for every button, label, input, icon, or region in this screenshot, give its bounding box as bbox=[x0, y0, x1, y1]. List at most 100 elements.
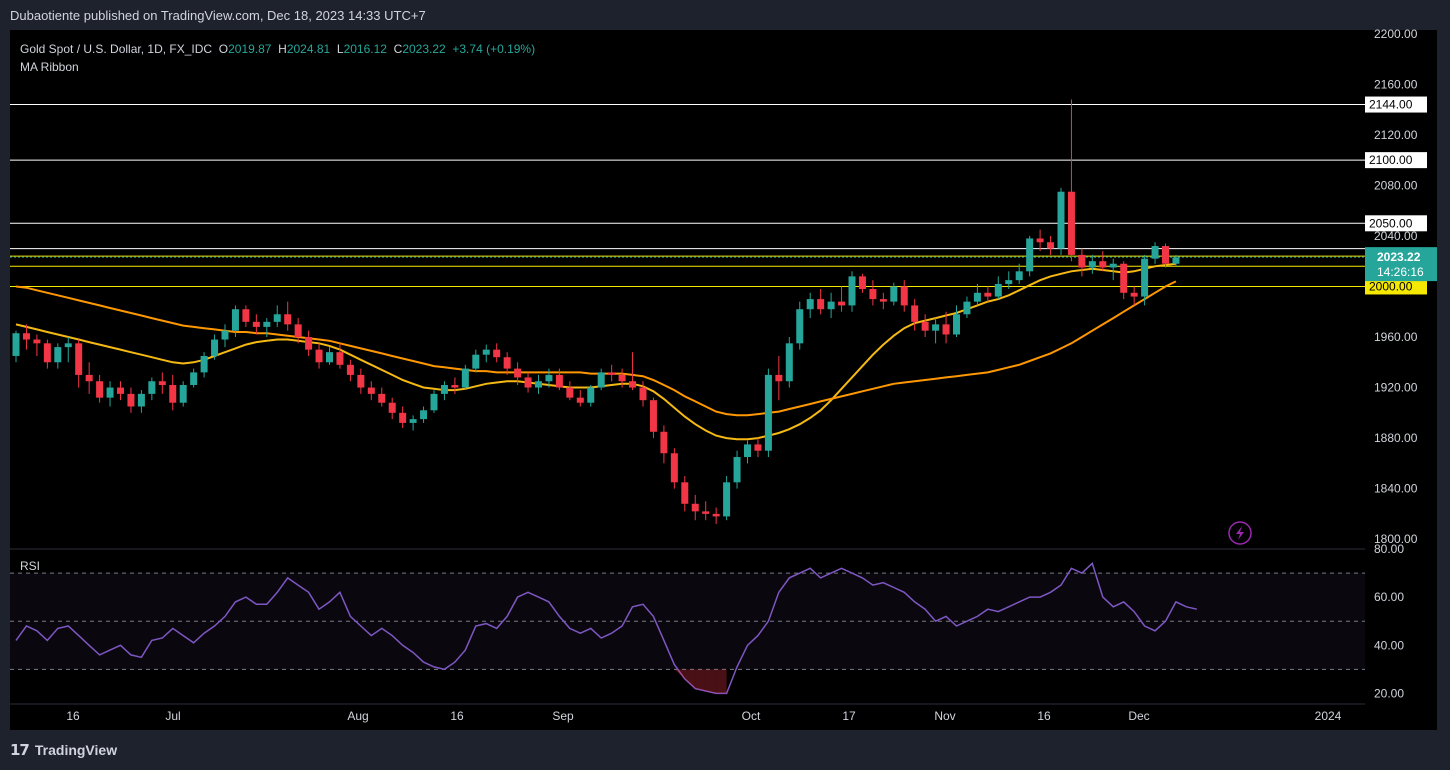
rsi-pane[interactable] bbox=[10, 562, 1365, 695]
candle-body bbox=[555, 374, 563, 388]
symbol-title[interactable]: Gold Spot / U.S. Dollar, 1D, FX_IDC bbox=[20, 42, 213, 56]
candle-body bbox=[420, 410, 428, 420]
candle-body bbox=[827, 301, 835, 310]
candle-body bbox=[1172, 257, 1180, 264]
candle-body bbox=[242, 309, 250, 322]
candle-body bbox=[346, 364, 354, 375]
candle-body bbox=[587, 387, 595, 403]
candle-body bbox=[137, 393, 145, 407]
candle-body bbox=[503, 357, 511, 369]
candle-body bbox=[691, 503, 699, 512]
time-tick-label: 16 bbox=[450, 709, 464, 723]
candle-body bbox=[890, 286, 898, 302]
tradingview-logo-icon: 17 bbox=[10, 741, 30, 759]
candle-body bbox=[733, 457, 741, 483]
candle-body bbox=[869, 289, 877, 300]
candle-body bbox=[744, 444, 751, 458]
time-tick-label: Sep bbox=[552, 709, 574, 723]
candle-body bbox=[921, 321, 929, 331]
candle-body bbox=[336, 352, 344, 365]
rsi-label[interactable]: RSI bbox=[20, 559, 41, 573]
candle-body bbox=[1120, 263, 1128, 293]
candle-body bbox=[1162, 246, 1169, 264]
legend-row-symbol: Gold Spot / U.S. Dollar, 1D, FX_IDC O201… bbox=[20, 40, 535, 58]
candle-body bbox=[681, 482, 689, 504]
indicator-name[interactable]: MA Ribbon bbox=[20, 60, 79, 74]
candle-body bbox=[200, 355, 208, 373]
time-tick-label: Nov bbox=[934, 709, 955, 723]
close-label: C bbox=[393, 42, 403, 56]
change-value: +3.74 (+0.19%) bbox=[452, 42, 536, 56]
price-tick-label: 2080.00 bbox=[1374, 178, 1418, 192]
candle-body bbox=[190, 372, 198, 386]
candle-body bbox=[54, 347, 62, 363]
time-tick-label: Dec bbox=[1128, 709, 1149, 723]
candle-body bbox=[1005, 280, 1013, 284]
candle-body bbox=[388, 402, 396, 413]
candle-body bbox=[1015, 271, 1023, 281]
candle-body bbox=[378, 393, 386, 403]
candle-body bbox=[461, 368, 469, 388]
candle-body bbox=[1109, 263, 1117, 268]
candle-body bbox=[284, 314, 292, 325]
level-label-box bbox=[1365, 278, 1427, 295]
candle-body bbox=[618, 374, 626, 382]
price-tick-label: 2040.00 bbox=[1374, 229, 1418, 243]
price-tick-label: 1880.00 bbox=[1374, 431, 1418, 445]
candle-body bbox=[1057, 191, 1065, 249]
last-price-label: 2023.22 bbox=[1377, 250, 1421, 264]
rsi-oversold-fill bbox=[684, 669, 696, 689]
rsi-tick-label: 80.00 bbox=[1374, 542, 1404, 556]
chart-legend: Gold Spot / U.S. Dollar, 1D, FX_IDC O201… bbox=[20, 40, 535, 76]
publish-bar: Dubaotiente published on TradingView.com… bbox=[0, 0, 1450, 30]
candle-body bbox=[702, 511, 710, 514]
candle-body bbox=[305, 337, 313, 350]
price-tick-label: 1920.00 bbox=[1374, 381, 1418, 395]
candle-body bbox=[566, 387, 574, 398]
candle-body bbox=[106, 387, 114, 398]
footer-bar: 17 TradingView bbox=[0, 730, 1450, 770]
level-label: 2100.00 bbox=[1369, 153, 1413, 167]
candle-body bbox=[712, 513, 720, 517]
candle-body bbox=[231, 309, 239, 331]
candle-body bbox=[326, 352, 333, 363]
candle-body bbox=[649, 400, 657, 432]
lightning-icon[interactable] bbox=[1228, 521, 1252, 545]
candle-body bbox=[472, 354, 480, 369]
candle-body bbox=[263, 321, 271, 327]
rsi-oversold-fill bbox=[695, 669, 706, 691]
price-tick-label: 2120.00 bbox=[1374, 128, 1418, 142]
candle-body bbox=[179, 385, 187, 403]
candle-body bbox=[723, 482, 731, 517]
tradingview-logo[interactable]: 17 TradingView bbox=[10, 741, 117, 759]
candle-body bbox=[1099, 261, 1107, 268]
candle-body bbox=[117, 387, 124, 394]
open-value: 2019.87 bbox=[228, 42, 272, 56]
candle-body bbox=[315, 349, 323, 363]
candle-body bbox=[785, 343, 793, 382]
candle-body bbox=[1026, 238, 1034, 272]
candle-body bbox=[796, 309, 804, 344]
candle-body bbox=[754, 444, 762, 451]
rsi-oversold-fill bbox=[716, 669, 727, 694]
candle-body bbox=[33, 339, 41, 344]
candle-body bbox=[932, 324, 940, 331]
candle-body bbox=[1078, 254, 1086, 268]
price-tick-label: 1840.00 bbox=[1374, 482, 1418, 496]
axes: 2200.00 2160.00 2120.00 2080.00 2040.00 2000.… bbox=[10, 27, 1437, 723]
candle-body bbox=[148, 381, 156, 394]
candle-body bbox=[660, 431, 668, 454]
candle-body bbox=[367, 387, 375, 394]
price-tick-label: 2160.00 bbox=[1374, 77, 1418, 91]
candle-body bbox=[764, 374, 772, 451]
chart-panel[interactable] bbox=[10, 30, 1437, 730]
time-tick-label: Aug bbox=[347, 709, 368, 723]
candle-body bbox=[482, 349, 490, 355]
candle-body bbox=[670, 453, 678, 483]
low-label: L bbox=[336, 42, 344, 56]
price-pane[interactable] bbox=[10, 99, 1365, 550]
candle-body bbox=[953, 314, 960, 335]
ma-line bbox=[15, 280, 1177, 417]
low-value: 2016.12 bbox=[343, 42, 387, 56]
